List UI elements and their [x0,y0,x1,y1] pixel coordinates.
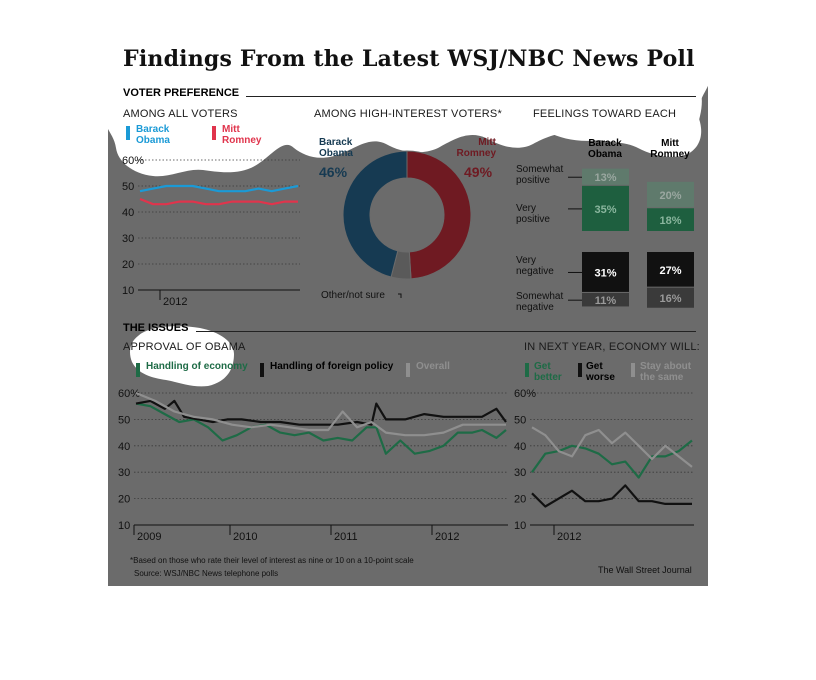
legend-label-same: Stay about the same [640,361,692,383]
y-tick-label: 20 [122,259,134,271]
feelings-bar-value: 35% [594,204,616,216]
feelings-bar-segment [582,168,629,185]
donut-romney-label: Mitt Romney [456,137,496,159]
feelings-bar-segment [582,292,629,307]
legend-swatch-obama [126,126,130,140]
y-tick-label: 60% [514,388,536,400]
feelings-bar-value: 18% [659,215,681,227]
x-tick-label: 2012 [163,296,187,308]
feelings-bar-value: 20% [659,190,681,202]
y-tick-label: 40 [122,207,134,219]
legend-swatch-economy [136,363,140,377]
legend-label-obama: Barack Obama [136,124,170,146]
voter-preference-rule [246,96,696,97]
legend-swatch-worse [578,363,582,377]
economy-subtitle: IN NEXT YEAR, ECONOMY WILL: [524,341,700,353]
chart-title: Findings From the Latest WSJ/NBC News Po… [123,46,695,72]
feelings-bar-segment [582,185,629,231]
x-tick-label: 2009 [137,531,161,543]
feelings-category-label: Somewhat negative [516,291,563,313]
legend-label-foreign-policy: Handling of foreign policy [270,361,394,372]
cloud-overlay [104,32,712,387]
donut-obama-value: 46% [319,164,348,180]
feelings-category-label: Somewhat positive [516,164,563,186]
credit: The Wall Street Journal [598,565,692,575]
legend-label-worse: Get worse [586,361,615,383]
feelings-category-label: Very negative [516,255,554,277]
y-tick-label: 50 [118,414,130,426]
footnote: *Based on those who rate their level of … [130,556,414,565]
y-tick-label: 40 [118,441,130,453]
feelings-bar-segment [647,252,694,287]
feelings-bar-segment [647,208,694,231]
feelings-bar-value: 31% [594,267,616,279]
y-tick-label: 60% [122,155,144,167]
all-voters-subtitle: AMONG ALL VOTERS [123,108,238,120]
legend-swatch-romney [212,126,216,140]
series-line-get-worse [531,484,692,508]
feelings-bar-value: 16% [659,293,681,305]
y-tick-label: 30 [514,467,526,479]
y-tick-label: 10 [122,285,134,297]
y-tick-label: 40 [514,441,526,453]
poll-graphic: Findings From the Latest WSJ/NBC News Po… [104,32,712,586]
series-line-handling-of-economy [135,402,507,455]
donut-slice-barack-obama [342,150,408,278]
legend-swatch-same [631,363,635,377]
high-interest-subtitle: AMONG HIGH-INTEREST VOTERS* [314,108,502,120]
y-tick-label: 60% [118,388,140,400]
source-note: Source: WSJ/NBC News telephone polls [134,569,279,578]
legend-swatch-overall [406,363,410,377]
feelings-bar-segment [647,181,694,208]
x-tick-label: 2011 [334,531,358,543]
legend-label-better: Get better [534,361,562,383]
issues-heading: THE ISSUES [123,322,189,334]
y-tick-label: 20 [118,494,130,506]
feelings-bar-segment [647,287,694,308]
donut-other-label: Other/not sure [321,290,385,301]
y-tick-label: 20 [514,494,526,506]
feelings-header-obama: Barack Obama [588,138,622,160]
high-interest-donut-chart [342,150,472,298]
legend-swatch-foreign-policy [260,363,264,377]
series-line-handling-of-foreign-policy [135,399,507,426]
feelings-bar-value: 11% [595,295,617,307]
feelings-bar-value: 27% [659,265,681,277]
feelings-header-romney: Mitt Romney [650,138,690,160]
x-tick-label: 2010 [233,531,257,543]
economy-outlook-line-chart: 60% 50 40 30 20 10 2012 [514,388,694,543]
donut-obama-label: Barack Obama [319,137,353,159]
series-line-stay-about-the-same [531,426,693,468]
issues-rule [196,331,696,332]
all-voters-line-chart: 60% 50 40 30 20 10 2012 [122,155,300,308]
y-tick-label: 10 [118,520,130,532]
legend-label-romney: Mitt Romney [222,124,262,146]
feelings-category-label: Very positive [516,203,550,225]
feelings-subtitle: FEELINGS TOWARD EACH [533,108,677,120]
legend-swatch-better [525,363,529,377]
y-tick-label: 50 [122,181,134,193]
y-tick-label: 30 [118,467,130,479]
approval-subtitle: APPROVAL OF OBAMA [123,341,246,353]
donut-slice-mitt-romney [406,150,472,280]
x-tick-label: 2012 [435,531,459,543]
legend-label-overall: Overall [416,361,450,372]
x-tick-label: 2012 [557,531,581,543]
legend-label-economy: Handling of economy [146,361,248,372]
y-tick-label: 10 [514,520,526,532]
y-tick-label: 30 [122,233,134,245]
series-line-overall [135,391,506,437]
feelings-stacked-bar-chart: Barack Obama Mitt Romney Somewhat positive Ver… [516,138,694,313]
feelings-bar-value: 13% [594,172,616,184]
donut-leader-line [398,293,402,298]
voter-preference-heading: VOTER PREFERENCE [123,87,240,99]
donut-romney-value: 49% [464,164,493,180]
y-tick-label: 50 [514,414,526,426]
feelings-bar-segment [582,252,629,292]
